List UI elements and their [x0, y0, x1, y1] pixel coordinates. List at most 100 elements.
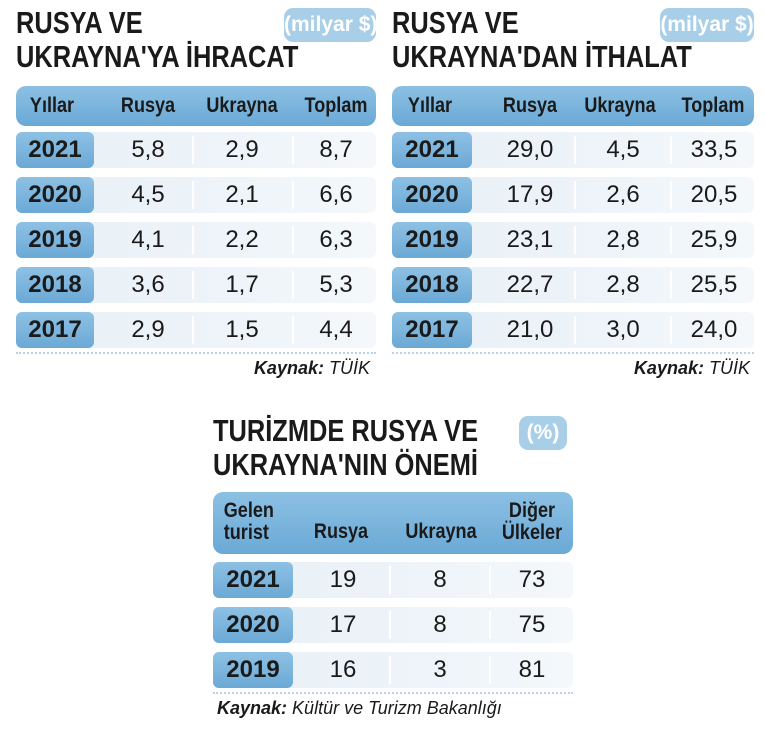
rusya-cell: 29,0	[506, 136, 554, 163]
rusya-cell: 4,1	[131, 226, 165, 253]
tourism-source: Kaynak: Kültür ve Turizm Bakanlığı	[217, 698, 502, 719]
dotted-rule	[16, 352, 376, 355]
column-divider	[670, 181, 672, 209]
ukrayna-cell: 2,9	[225, 136, 259, 163]
exports-row: 2021 5,8 2,9 8,7	[16, 132, 376, 168]
exports-panel: RUSYA VE UKRAYNA'YA İHRACAT (milyar $) Y…	[16, 6, 377, 386]
exports-header-rusya: Rusya	[120, 94, 176, 117]
toplam-cell: 8,7	[319, 136, 353, 163]
column-divider	[192, 271, 194, 299]
tourism-header-rusya: Rusya	[313, 520, 369, 543]
rusya-cell: 17	[329, 611, 357, 638]
imports-panel: RUSYA VE UKRAYNA'DAN İTHALAT (milyar $) …	[392, 6, 756, 386]
column-divider	[192, 136, 194, 164]
year-cell: 2020	[16, 177, 94, 213]
source-label: Kaynak:	[253, 358, 324, 378]
toplam-cell: 20,5	[690, 181, 738, 208]
column-divider	[192, 181, 194, 209]
ukrayna-cell: 3	[433, 656, 447, 683]
imports-row: 2017 21,0 3,0 24,0	[392, 312, 754, 348]
source-value: TÜİK	[328, 358, 370, 378]
rusya-cell: 21,0	[506, 316, 554, 343]
diger-cell: 75	[518, 611, 546, 638]
imports-row: 2019 23,1 2,8 25,9	[392, 222, 754, 258]
column-divider	[292, 226, 294, 254]
ukrayna-cell: 1,5	[225, 316, 259, 343]
rusya-cell: 19	[329, 566, 357, 593]
toplam-cell: 6,3	[319, 226, 353, 253]
tourism-unit-badge: (%)	[519, 416, 567, 450]
toplam-cell: 25,9	[690, 226, 738, 253]
imports-source: Kaynak: TÜİK	[634, 358, 750, 379]
column-divider	[574, 226, 576, 254]
column-divider	[292, 316, 294, 344]
exports-unit-badge: (milyar $)	[284, 8, 377, 42]
exports-title-line2: UKRAYNA'YA İHRACAT	[16, 39, 299, 74]
column-divider	[489, 566, 491, 594]
year-cell: 2018	[16, 267, 94, 303]
ukrayna-cell: 2,8	[606, 271, 640, 298]
tourism-table-header: Gelen turist Rusya Ukrayna Diğer Ülkeler	[213, 492, 573, 554]
column-divider	[670, 136, 672, 164]
column-divider	[574, 271, 576, 299]
imports-table-header: Yıllar Rusya Ukrayna Toplam	[392, 86, 754, 126]
exports-row: 2020 4,5 2,1 6,6	[16, 177, 376, 213]
column-divider	[574, 316, 576, 344]
tourism-title: TURİZMDE RUSYA VE UKRAYNA'NIN ÖNEMİ	[213, 414, 478, 482]
header-line: Ülkeler	[501, 521, 563, 544]
exports-row: 2019 4,1 2,2 6,3	[16, 222, 376, 258]
column-divider	[670, 316, 672, 344]
tourism-panel: TURİZMDE RUSYA VE UKRAYNA'NIN ÖNEMİ (%) …	[213, 414, 573, 728]
year-cell: 2021	[16, 132, 94, 168]
toplam-cell: 24,0	[690, 316, 738, 343]
imports-unit-badge: (milyar $)	[660, 8, 754, 42]
exports-header-years: Yıllar	[29, 94, 75, 117]
column-divider	[292, 181, 294, 209]
ukrayna-cell: 4,5	[606, 136, 640, 163]
imports-title: RUSYA VE UKRAYNA'DAN İTHALAT	[392, 6, 692, 74]
imports-header-years: Yıllar	[407, 94, 453, 117]
exports-table-header: Yıllar Rusya Ukrayna Toplam	[16, 86, 376, 126]
imports-header-toplam: Toplam	[681, 94, 745, 117]
toplam-cell: 4,4	[319, 316, 353, 343]
source-value: Kültür ve Turizm Bakanlığı	[292, 698, 502, 718]
year-cell: 2018	[392, 267, 472, 303]
tourism-title-line2: UKRAYNA'NIN ÖNEMİ	[213, 447, 478, 482]
toplam-cell: 6,6	[319, 181, 353, 208]
ukrayna-cell: 8	[433, 611, 447, 638]
column-divider	[292, 271, 294, 299]
imports-title-line1: RUSYA VE	[392, 5, 519, 40]
toplam-cell: 5,3	[319, 271, 353, 298]
year-cell: 2021	[392, 132, 472, 168]
source-label: Kaynak:	[633, 358, 704, 378]
column-divider	[192, 316, 194, 344]
year-cell: 2020	[213, 607, 293, 643]
column-divider	[574, 181, 576, 209]
header-line: turist	[223, 521, 269, 544]
header-line: Gelen	[223, 499, 274, 522]
year-cell: 2019	[392, 222, 472, 258]
rusya-cell: 23,1	[506, 226, 554, 253]
ukrayna-cell: 2,1	[225, 181, 259, 208]
column-divider	[389, 566, 391, 594]
tourism-row: 2021 19 8 73	[213, 562, 573, 598]
rusya-cell: 17,9	[506, 181, 554, 208]
ukrayna-cell: 8	[433, 566, 447, 593]
ukrayna-cell: 2,6	[606, 181, 640, 208]
column-divider	[670, 271, 672, 299]
ukrayna-cell: 2,8	[606, 226, 640, 253]
header-line: Diğer	[508, 499, 556, 522]
ukrayna-cell: 3,0	[606, 316, 640, 343]
imports-row: 2020 17,9 2,6 20,5	[392, 177, 754, 213]
year-cell: 2020	[392, 177, 472, 213]
diger-cell: 81	[518, 656, 546, 683]
source-value: TÜİK	[708, 358, 750, 378]
tourism-header-gelen-turist: Gelen turist	[219, 500, 288, 562]
year-cell: 2017	[16, 312, 94, 348]
rusya-cell: 4,5	[131, 181, 165, 208]
column-divider	[192, 226, 194, 254]
imports-header-ukrayna: Ukrayna	[584, 94, 656, 117]
year-cell: 2017	[392, 312, 472, 348]
toplam-cell: 33,5	[690, 136, 738, 163]
exports-title: RUSYA VE UKRAYNA'YA İHRACAT	[16, 6, 298, 74]
